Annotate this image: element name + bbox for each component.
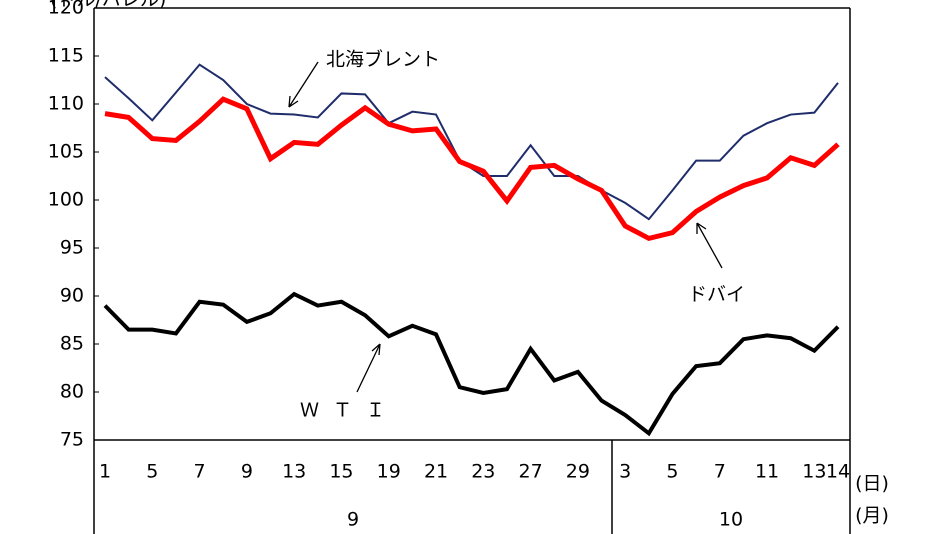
- x-tick-label: 7: [194, 461, 206, 483]
- x-tick-label: 23: [471, 461, 495, 483]
- y-tick-label: 90: [60, 285, 84, 307]
- x-tick-label: 21: [424, 461, 448, 483]
- series-line: [104, 96, 840, 242]
- x-tick-label: 1: [99, 461, 111, 483]
- x-tick-label: 9: [241, 461, 253, 483]
- series-line: [103, 291, 840, 437]
- x-tick-label: 5: [666, 461, 678, 483]
- x-unit-day: (日): [855, 473, 889, 495]
- series-line: [104, 63, 839, 221]
- month-label: 10: [719, 509, 743, 531]
- x-unit-month: (月): [855, 505, 889, 527]
- arrow: [696, 222, 723, 269]
- annotation-arrows: [288, 61, 723, 393]
- x-tick-label: 5: [146, 461, 158, 483]
- y-tick-label: 95: [60, 237, 84, 259]
- x-tick-label: 13: [802, 461, 826, 483]
- x-tick-label: 13: [282, 461, 306, 483]
- x-tick-label: 14: [826, 461, 850, 483]
- series-label: 北海ブレント: [326, 48, 440, 71]
- y-tick-label: 80: [60, 381, 84, 403]
- x-tick-label: 15: [329, 461, 353, 483]
- y-axis-label: (ドル/バレル): [50, 0, 166, 11]
- arrow: [288, 61, 319, 108]
- y-tick-label: 115: [48, 45, 84, 67]
- x-tick-label: 3: [619, 461, 631, 483]
- month-label: 9: [347, 509, 359, 531]
- y-tick-label: 85: [60, 333, 84, 355]
- series-label: ドバイ: [688, 284, 745, 306]
- x-tick-label: 11: [755, 461, 779, 483]
- y-tick-label: 105: [48, 141, 84, 163]
- y-tick-label: 110: [48, 93, 84, 115]
- series-label: ＷＴＩ: [300, 400, 399, 422]
- x-tick-label: 29: [566, 461, 590, 483]
- y-tick-label: 120: [48, 0, 84, 19]
- arrow: [356, 343, 381, 393]
- x-tick-label: 27: [519, 461, 543, 483]
- y-tick-label: 100: [48, 189, 84, 211]
- y-tick-label: 75: [60, 429, 84, 451]
- x-tick-label: 7: [714, 461, 726, 483]
- x-tick-label: 19: [377, 461, 401, 483]
